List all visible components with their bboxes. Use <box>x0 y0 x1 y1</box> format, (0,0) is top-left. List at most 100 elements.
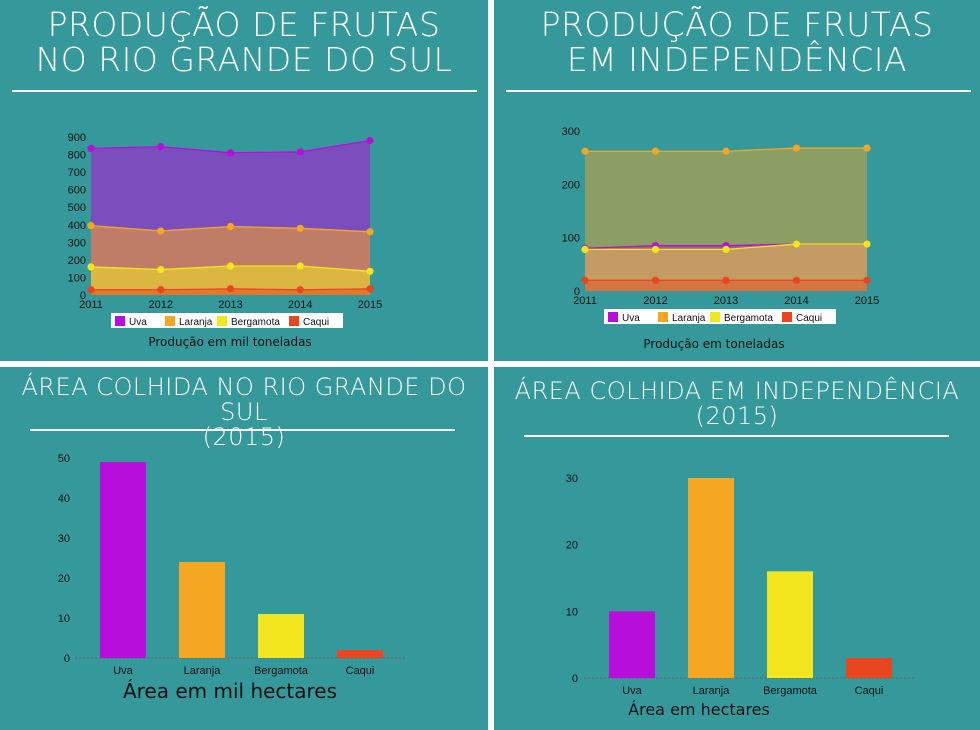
point-bergamota <box>863 240 871 248</box>
legend-label-caqui: Caqui <box>796 313 822 324</box>
legend-swatch-caqui <box>782 312 792 322</box>
y-tick-label: 200 <box>68 255 86 267</box>
title-line-2: (2015) <box>695 402 779 431</box>
y-tick-label: 0 <box>574 286 580 298</box>
point-uva <box>87 144 95 153</box>
panel-area-independencia: ÁREA COLHIDA EM INDEPENDÊNCIA (2015) 0 10… <box>494 367 980 730</box>
point-caqui <box>366 285 374 293</box>
x-tick-label: Bergamota <box>254 665 309 677</box>
x-tick-label: 2014 <box>784 295 808 307</box>
panel-production-rs: PRODUÇÃO DE FRUTAS NO RIO GRANDE DO SUL … <box>0 0 488 361</box>
point-caqui <box>296 286 304 294</box>
panel-title: PRODUÇÃO DE FRUTAS EM INDEPENDÊNCIA <box>494 5 980 79</box>
legend-label-caqui: Caqui <box>303 317 329 328</box>
x-tick-label: 2013 <box>218 299 242 311</box>
point-bergamota <box>366 267 374 275</box>
y-tick-label: 900 <box>68 132 86 144</box>
point-bergamota <box>581 245 589 253</box>
y-tick-label: 50 <box>58 453 70 465</box>
point-uva <box>226 149 235 157</box>
title-line-1: PRODUÇÃO DE FRUTAS <box>540 5 934 44</box>
y-tick-label: 20 <box>566 540 578 552</box>
y-tick-label: 700 <box>68 167 86 179</box>
panel-title: ÁREA COLHIDA NO RIO GRANDE DO SUL (2015) <box>0 373 488 452</box>
y-tick-label: 20 <box>58 573 70 585</box>
legend-swatch-bergamota <box>710 312 720 322</box>
bar-bergamota <box>767 571 813 678</box>
x-tick-label: 2012 <box>149 299 173 311</box>
x-tick-label: 2011 <box>573 295 597 307</box>
bar-caqui <box>337 650 383 658</box>
y-tick-label: 300 <box>562 126 580 138</box>
y-tick-label: 100 <box>562 233 580 245</box>
legend-label-uva: Uva <box>129 317 147 328</box>
y-tick-label: 30 <box>566 473 578 485</box>
y-tick-label: 30 <box>58 533 70 545</box>
title-divider <box>524 435 949 437</box>
legend-swatch-bergamota <box>217 316 227 326</box>
title-divider <box>30 429 455 431</box>
y-tick-label: 400 <box>68 220 86 232</box>
legend-label-bergamota: Bergamota <box>724 313 773 324</box>
point-caqui <box>226 285 235 293</box>
x-tick-label: 2013 <box>714 295 738 307</box>
y-tick-label: 300 <box>68 237 86 249</box>
point-caqui <box>87 286 95 294</box>
point-uva <box>296 148 304 156</box>
point-bergamota <box>651 245 660 253</box>
y-tick-label: 10 <box>566 606 578 618</box>
point-caqui <box>651 276 660 284</box>
bar-laranja <box>688 478 734 678</box>
point-bergamota <box>226 262 235 270</box>
point-bergamota <box>792 240 801 248</box>
bar-uva <box>609 611 655 678</box>
legend-label-bergamota: Bergamota <box>231 317 280 328</box>
point-bergamota <box>296 262 304 270</box>
title-line-2: (2015) <box>202 423 286 452</box>
point-laranja <box>226 222 235 231</box>
area-chart-production-rs: 0 100 200 300 400 500 600 700 800 900 2011 2012 2013… <box>68 132 382 328</box>
point-caqui <box>722 276 730 284</box>
panel-production-independencia: PRODUÇÃO DE FRUTAS EM INDEPENDÊNCIA 0 100… <box>494 0 980 361</box>
point-caqui <box>792 276 801 284</box>
area-laranja <box>585 148 867 291</box>
point-laranja <box>366 228 374 236</box>
x-tick-label: 2012 <box>643 295 667 307</box>
y-tick-label: 10 <box>58 613 70 625</box>
point-laranja <box>581 147 589 155</box>
legend-swatch-uva <box>115 316 125 326</box>
bar-uva <box>100 462 146 658</box>
point-laranja <box>722 147 730 155</box>
point-uva <box>366 136 374 145</box>
y-tick-label: 0 <box>80 290 86 302</box>
point-bergamota <box>157 265 165 274</box>
legend-swatch-caqui <box>289 316 299 326</box>
point-uva <box>157 143 165 151</box>
bar-chart-area-rs: 0 10 20 30 40 50 Uva Laranja Bergamota Caqui <box>58 453 405 677</box>
legend-label-laranja: Laranja <box>179 317 213 328</box>
title-line-2: NO RIO GRANDE DO SUL <box>35 39 453 79</box>
point-laranja <box>651 147 660 155</box>
title-line-1: ÁREA COLHIDA NO RIO GRANDE DO SUL <box>21 373 467 427</box>
x-axis-label: Área em hectares <box>628 700 770 719</box>
bar-bergamota <box>258 614 304 658</box>
x-tick-label: 2015 <box>358 299 382 311</box>
point-caqui <box>863 276 871 284</box>
y-tick-label: 600 <box>68 185 86 197</box>
title-line-2: EM INDEPENDÊNCIA <box>566 39 908 79</box>
bar-caqui <box>846 658 892 678</box>
title-line-1: PRODUÇÃO DE FRUTAS <box>47 5 441 44</box>
bar-laranja <box>179 562 225 658</box>
x-axis-label: Área em mil hectares <box>122 679 338 703</box>
point-caqui <box>581 276 589 284</box>
y-tick-label: 200 <box>562 179 580 191</box>
y-tick-label: 0 <box>64 653 70 665</box>
point-laranja <box>157 227 165 235</box>
title-divider <box>506 90 971 92</box>
x-tick-label: Uva <box>113 665 133 677</box>
x-tick-label: Laranja <box>693 685 731 697</box>
area-chart-production-independencia: 0 100 200 300 2011 2012 2013 2014 2015 Uva Laranja… <box>562 126 879 324</box>
y-tick-label: 800 <box>68 150 86 162</box>
point-laranja <box>863 144 871 152</box>
point-caqui <box>157 286 165 294</box>
